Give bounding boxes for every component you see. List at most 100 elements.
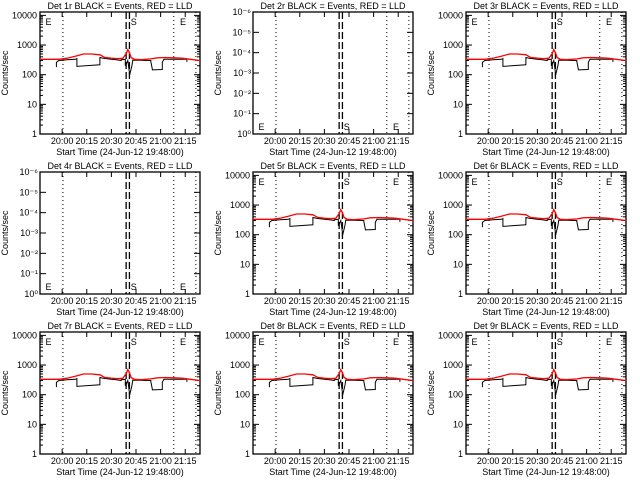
y-axis-label: Counts/sec	[426, 370, 436, 416]
x-axis-label: Start Time (24-Jun-12 19:48:00)	[56, 307, 184, 317]
x-tick-label: 20:00	[51, 456, 74, 466]
y-tick-label: 10⁻²	[233, 88, 251, 98]
y-tick-label: 10	[453, 259, 463, 269]
y-tick-label: 10000	[225, 330, 250, 340]
x-tick-label: 20:45	[551, 456, 574, 466]
y-tick-label: 10⁻³	[233, 68, 251, 78]
x-tick-label: 20:00	[51, 296, 74, 306]
y-tick-label: 10⁻⁶	[20, 167, 39, 177]
x-tick-label: 21:15	[174, 296, 197, 306]
y-tick-label: 10	[453, 419, 463, 429]
x-tick-label: 20:45	[338, 296, 361, 306]
y-tick-label: 10⁻²	[20, 248, 38, 258]
x-tick-label: 21:15	[600, 296, 623, 306]
event-marker-e: E	[471, 17, 477, 27]
event-marker-e: E	[393, 337, 399, 347]
y-tick-label: 10⁰	[237, 129, 251, 139]
panel-title: Det 7r BLACK = Events, RED = LLD	[47, 321, 193, 331]
x-tick-label: 21:00	[362, 296, 385, 306]
event-marker-e: E	[606, 177, 612, 187]
x-tick-label: 20:15	[76, 136, 99, 146]
event-marker-e: E	[393, 177, 399, 187]
x-tick-label: 21:15	[387, 296, 410, 306]
x-tick-label: 20:00	[51, 136, 74, 146]
y-tick-label: 10⁻¹	[233, 109, 251, 119]
x-tick-label: 21:00	[149, 456, 172, 466]
event-marker-s: S	[557, 337, 563, 347]
series-lld-line	[40, 48, 201, 62]
x-tick-label: 20:15	[289, 296, 312, 306]
x-tick-label: 20:45	[338, 456, 361, 466]
x-axis-label: Start Time (24-Jun-12 19:48:00)	[482, 467, 610, 477]
y-axis-label: Counts/sec	[426, 50, 436, 96]
y-tick-label: 100	[448, 230, 463, 240]
event-marker-e: E	[393, 122, 399, 132]
series-events-line	[268, 216, 401, 237]
y-tick-label: 1000	[230, 200, 250, 210]
series-events-line	[481, 56, 614, 77]
y-tick-label: 10	[240, 419, 250, 429]
series-events-line	[481, 216, 614, 237]
y-tick-label: 1	[458, 289, 463, 299]
event-marker-e: E	[180, 17, 186, 27]
x-tick-label: 20:15	[502, 296, 525, 306]
x-tick-label: 20:45	[125, 136, 148, 146]
x-axis-label: Start Time (24-Jun-12 19:48:00)	[56, 467, 184, 477]
panel-title: Det 2r BLACK = Events, RED = LLD	[260, 1, 406, 11]
y-tick-label: 100	[235, 230, 250, 240]
y-tick-label: 10000	[225, 170, 250, 180]
y-tick-label: 10000	[438, 10, 463, 20]
y-axis-label: Counts/sec	[0, 50, 10, 96]
event-marker-e: E	[606, 17, 612, 27]
series-events-line	[481, 376, 614, 397]
y-tick-label: 1000	[17, 360, 37, 370]
event-marker-s: S	[344, 337, 350, 347]
panel-title: Det 9r BLACK = Events, RED = LLD	[473, 321, 619, 331]
series-lld-line	[40, 368, 201, 382]
y-tick-label: 10	[453, 99, 463, 109]
y-tick-label: 10⁻⁶	[233, 7, 252, 17]
x-tick-label: 20:45	[125, 296, 148, 306]
x-tick-label: 20:30	[100, 296, 123, 306]
x-axis-label: Start Time (24-Jun-12 19:48:00)	[269, 467, 397, 477]
y-tick-label: 10⁻⁴	[232, 48, 251, 58]
y-tick-label: 100	[448, 70, 463, 80]
x-tick-label: 21:15	[387, 136, 410, 146]
y-tick-label: 100	[235, 390, 250, 400]
event-marker-e: E	[258, 122, 264, 132]
y-tick-label: 1000	[443, 40, 463, 50]
event-marker-e: E	[45, 282, 51, 292]
x-tick-label: 20:15	[289, 136, 312, 146]
y-tick-label: 10000	[12, 330, 37, 340]
series-lld-line	[466, 48, 627, 62]
x-axis-label: Start Time (24-Jun-12 19:48:00)	[482, 307, 610, 317]
y-tick-label: 10	[27, 419, 37, 429]
event-marker-e: E	[258, 177, 264, 187]
event-marker-s: S	[344, 177, 350, 187]
panel-title: Det 4r BLACK = Events, RED = LLD	[47, 161, 193, 171]
y-axis-label: Counts/sec	[0, 370, 10, 416]
x-tick-label: 21:00	[362, 136, 385, 146]
x-tick-label: 20:45	[551, 296, 574, 306]
x-tick-label: 20:00	[264, 296, 287, 306]
series-events-line	[55, 56, 188, 77]
x-tick-label: 21:00	[575, 456, 598, 466]
y-tick-label: 1000	[443, 200, 463, 210]
y-tick-label: 100	[22, 390, 37, 400]
event-marker-e: E	[45, 337, 51, 347]
y-axis-label: Counts/sec	[213, 50, 223, 96]
y-axis-label: Counts/sec	[0, 210, 10, 256]
y-tick-label: 1000	[17, 40, 37, 50]
y-axis-label: Counts/sec	[213, 210, 223, 256]
x-tick-label: 20:30	[100, 136, 123, 146]
series-lld-line	[253, 208, 414, 222]
x-axis-label: Start Time (24-Jun-12 19:48:00)	[482, 147, 610, 157]
x-tick-label: 21:00	[149, 136, 172, 146]
y-axis-label: Counts/sec	[426, 210, 436, 256]
panel-title: Det 1r BLACK = Events, RED = LLD	[47, 1, 193, 11]
x-tick-label: 20:30	[313, 296, 336, 306]
series-lld-line	[253, 368, 414, 382]
